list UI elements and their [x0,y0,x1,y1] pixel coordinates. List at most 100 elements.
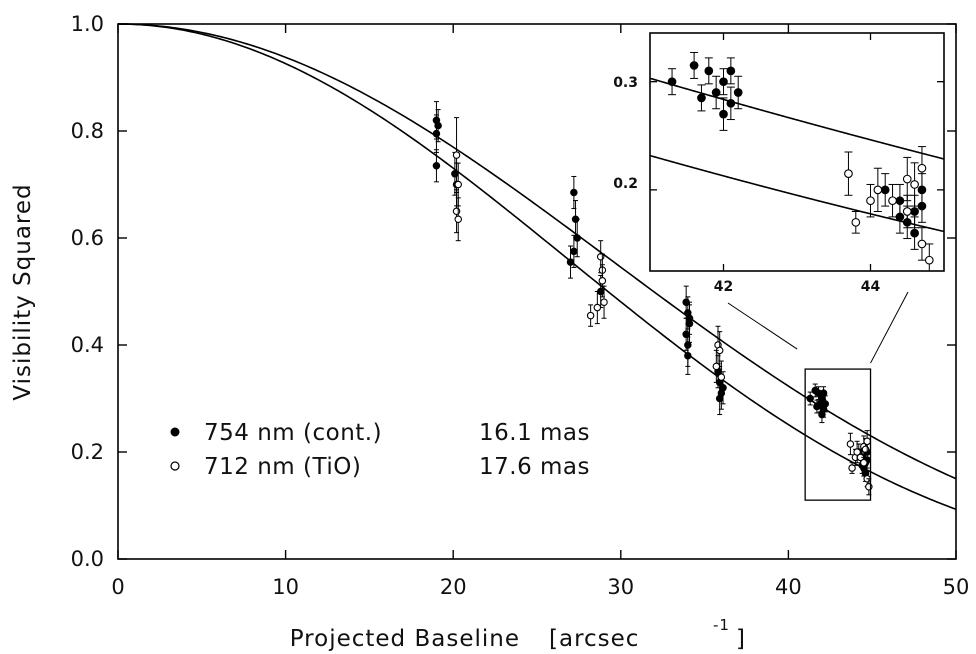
x-axis-title-unit-close: ] [736,626,746,652]
data-point-712nm [452,189,461,234]
marker [279,67,287,75]
data-point-712nm [860,454,868,472]
marker [434,121,442,130]
marker [279,35,287,43]
marker [667,77,677,87]
marker [586,311,595,320]
inset-data-points [132,0,934,271]
marker [257,13,265,21]
marker [806,394,814,403]
inset-data-point-754nm [880,173,890,207]
marker [598,277,607,285]
x-tick-label: 10 [272,575,299,599]
x-tick-label: 50 [943,575,970,599]
x-axis-title-main: Projected Baseline [290,626,520,652]
inset-data-point-754nm [726,86,736,121]
model-curve-712nm [117,23,957,511]
data-point-754nm [813,399,821,414]
inset-data-point-754nm [279,38,287,103]
inset-data-point-754nm [726,57,736,85]
marker [848,464,856,472]
x-axis-title: Projected Baseline [arcsec -1 ] [290,616,746,652]
marker [880,185,890,195]
marker [704,66,714,76]
marker [451,170,459,178]
marker [910,180,919,189]
data-point-712nm [712,349,721,383]
x-tick-label: 40 [775,575,802,599]
legend-marker-filled [170,427,180,437]
data-point-754nm [451,151,459,196]
inset-data-point-712nm [264,0,272,11]
marker [454,180,462,189]
data-point-712nm [586,304,595,327]
inset-data-point-712nm [844,151,853,196]
y-tick-label: 0.4 [71,333,104,357]
inset-data-point-754nm [895,200,905,234]
marker [264,24,272,32]
marker [593,303,602,312]
inset-data-point-754nm [271,17,279,82]
data-point-754nm [434,109,442,143]
marker [697,93,706,103]
inset-data-point-712nm [902,194,912,229]
marker [719,384,727,392]
plot-frame [117,23,957,560]
data-point-754nm [818,406,826,424]
legend-diameter-754nm: 16.1 mas [479,420,590,446]
inset-data-point-754nm [689,51,699,79]
legend-item-712nm: 712 nm (TiO) 17.6 mas [170,454,590,480]
inset-data-point-754nm [704,57,714,85]
marker [600,298,608,306]
marker [719,77,728,87]
marker [844,169,853,178]
marker [726,66,736,76]
marker [818,410,826,419]
inset-frame [649,32,945,272]
zoom-connector-line [870,291,909,364]
inset-y-tick-label: 0.2 [613,176,638,192]
marker [851,217,861,227]
marker [846,440,855,448]
data-point-754nm [432,149,441,183]
marker [454,215,462,224]
legend-label-712nm: 712 nm (TiO) [204,454,361,480]
y-tick-label: 0.0 [71,547,104,571]
legend-item-754nm: 754 nm (cont.) 16.1 mas [170,420,590,446]
marker [432,162,441,170]
inset-x-tick-label: 44 [861,279,881,295]
inset-data-point-712nm [851,211,861,234]
marker [717,373,726,381]
data-point-754nm [806,391,814,406]
inset-data-point-712nm [866,183,875,218]
inset-data-point-712nm [924,243,934,271]
data-point-712nm [593,291,602,325]
marker [271,78,279,86]
x-axis-title-unit: [arcsec [549,626,639,652]
marker [813,402,821,411]
inset-data-point-754nm [667,68,677,96]
marker [715,394,724,403]
marker [819,389,828,397]
marker [888,196,897,206]
marker [821,400,830,408]
y-tick-label: 1.0 [71,12,104,36]
marker [712,362,721,371]
inset-data-point-754nm [910,216,919,250]
marker [910,207,919,216]
inset-data-point-754nm [132,0,140,33]
marker [452,151,461,159]
inset-model-curve-754nm [650,77,944,160]
marker [733,88,743,97]
marker [570,247,578,256]
data-point-754nm [685,301,694,335]
data-point-712nm [853,440,861,464]
marker [866,196,875,206]
marker [726,98,736,108]
zoom-connector-line [727,302,798,350]
legend-label-754nm: 754 nm (cont.) [204,420,382,446]
data-point-754nm [570,234,578,268]
marker [910,228,919,238]
inset-data-point-712nm [271,0,279,22]
